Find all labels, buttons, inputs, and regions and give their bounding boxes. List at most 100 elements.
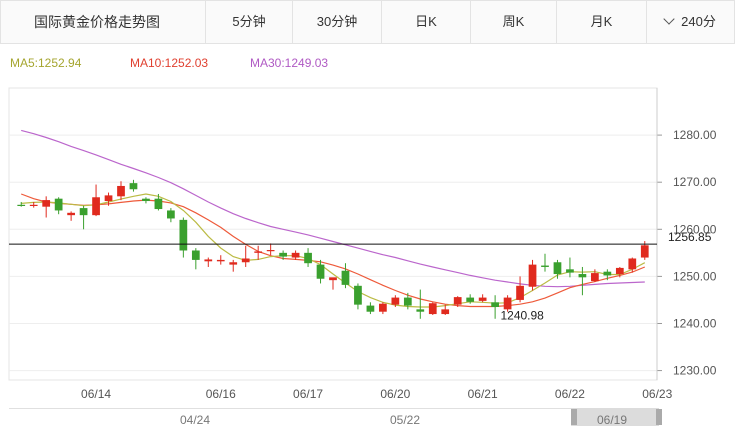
candle-body [354,285,362,305]
tab-monthly-k[interactable]: 月K [557,1,647,43]
candle [229,259,238,272]
tab-daily-k[interactable]: 日K [382,1,471,43]
tab-5min[interactable]: 5分钟 [206,1,293,43]
x-tick-label: 06/16 [206,387,236,401]
y-tick-label: 1250.00 [673,269,717,283]
candle-body [304,252,312,264]
x-tick-label: 06/22 [555,387,585,401]
candle-body [628,258,637,270]
candle [179,217,188,258]
candle-body [578,274,587,278]
y-tick-label: 1230.00 [673,364,717,378]
candle-body [591,273,599,282]
candle-body [640,245,649,258]
candle [416,289,425,319]
candle-body [329,277,337,281]
candle-body [117,185,125,197]
candle-body [129,183,138,190]
candle [241,245,250,267]
navigator-right-handle[interactable] [656,409,662,425]
candle-body [478,297,487,301]
candle [117,181,125,201]
range-dropdown[interactable]: 240分 [647,1,734,43]
candle-body [241,258,250,263]
candle-body [92,197,100,216]
candle [92,184,100,217]
navigator-window[interactable] [571,408,659,426]
candle [254,245,263,260]
chart-title: 国际黄金价格走势图 [1,1,206,43]
candle-body [142,198,150,202]
candle-body [79,208,88,216]
candle-body [566,269,574,273]
candle-body [279,252,287,257]
x-tick-label: 06/20 [380,387,410,401]
x-tick-label: 06/17 [293,387,323,401]
candle-body [254,251,263,253]
candle-body [553,262,562,275]
candle [379,302,387,315]
candle [628,257,637,273]
candle [54,197,63,215]
candle [29,201,38,208]
x-tick-label: 06/14 [81,387,111,401]
candle-body [391,297,400,305]
candle-body [441,309,450,315]
candle-body [528,264,537,287]
candle-body [615,267,624,275]
candle-body [416,309,425,312]
candle-body [229,262,238,265]
navigator-left-handle[interactable] [571,409,577,425]
y-tick-label: 1240.00 [673,316,717,330]
navigator-label: 04/24 [180,413,210,427]
ma5-line [21,193,646,308]
navigator-label: 05/22 [390,413,420,427]
candle [304,248,312,267]
candle [503,295,512,312]
candle-body [266,250,275,252]
candle [341,263,350,289]
ma30-legend: MA30:1249.03 [250,56,329,70]
candle [42,196,51,218]
ma10-line [20,193,646,308]
candle [466,294,475,304]
candle-body [603,271,612,276]
candle-body [316,264,325,279]
candle [528,259,537,291]
candle [67,211,75,221]
candle [79,205,88,230]
candle-body [491,302,499,307]
candle-body [453,297,462,305]
candle-body [341,270,350,285]
candle [266,243,275,256]
tab-30min[interactable]: 30分钟 [293,1,382,43]
candle-body [503,297,512,310]
candle [516,276,524,303]
candle [216,255,225,265]
candle [615,266,624,278]
candle-body [67,212,75,216]
candle-body [104,195,113,202]
candle-body [17,204,26,206]
x-tick-label: 06/21 [468,387,498,401]
candle-body [379,303,387,312]
candle [191,248,200,270]
candle-body [403,297,412,306]
candle-body [204,259,213,262]
candle [279,250,287,260]
candle [167,208,175,223]
low-price-label: 1240.98 [500,309,544,323]
candle-body [42,200,51,207]
range-navigator[interactable]: 04/24 05/22 06/19 [9,408,662,427]
candle [204,257,213,267]
candle [316,259,325,284]
tab-weekly-k[interactable]: 周K [471,1,557,43]
candle-body [428,303,437,315]
candle [129,179,138,192]
candle [541,253,549,272]
candle [154,193,163,211]
period-tabs: 国际黄金价格走势图 5分钟 30分钟 日K 周K 月K 240分 [0,0,735,44]
candle [553,259,562,279]
candle-body [216,259,225,262]
